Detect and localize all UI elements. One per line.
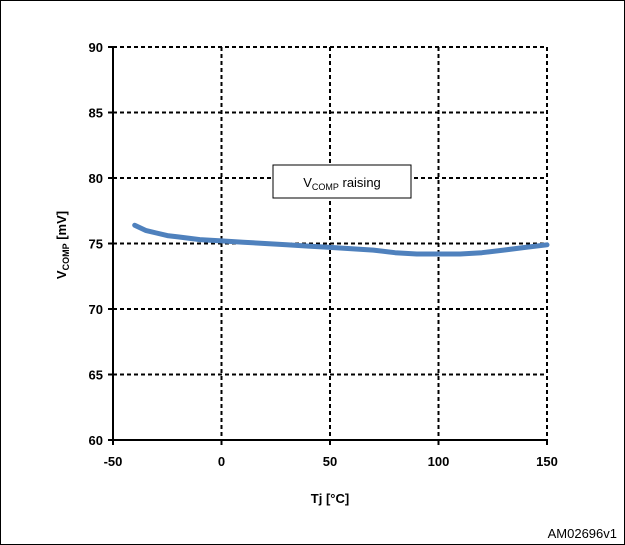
y-tick-label: 70	[89, 302, 103, 317]
series-layer	[132, 222, 550, 257]
annotation-box: VCOMP raising	[272, 164, 412, 199]
series-line	[132, 222, 550, 257]
y-tick-label: 65	[89, 368, 103, 383]
y-axis-title: VCOMP [mV]	[54, 211, 71, 279]
x-tick-label: 100	[428, 454, 450, 469]
y-tick-label: 60	[89, 433, 103, 448]
x-tick-label: 0	[218, 454, 225, 469]
y-tick-label: 80	[89, 171, 103, 186]
y-tick-label: 85	[89, 106, 103, 121]
y-tick-label: 90	[89, 40, 103, 55]
x-tick-label: 150	[536, 454, 558, 469]
tick-labels: 60 65 70 75 80 85 90 -50 0 50 100 150	[89, 40, 558, 469]
x-axis-title: Tj [°C]	[311, 491, 349, 506]
x-tick-label: -50	[104, 454, 123, 469]
x-tick-label: 50	[323, 454, 337, 469]
y-tick-label: 75	[89, 237, 103, 252]
figure-id: AM02696v1	[547, 526, 617, 541]
annotation-text: VCOMP raising	[303, 175, 381, 192]
